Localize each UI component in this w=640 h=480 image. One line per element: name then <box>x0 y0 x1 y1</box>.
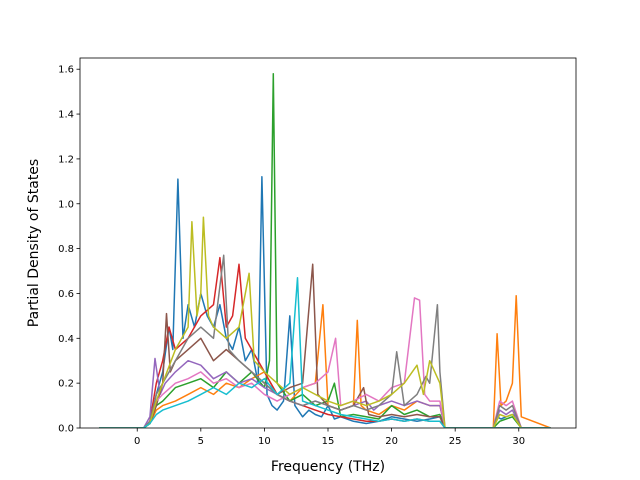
series-line-6 <box>99 263 551 428</box>
series-layer <box>99 72 551 428</box>
y-tick-label: 1.4 <box>58 110 74 121</box>
x-tick-label: 15 <box>322 436 335 447</box>
y-tick-label: 0.6 <box>58 289 74 300</box>
plot-area <box>80 58 576 428</box>
y-axis-ticks: 0.0 0.2 0.4 0.6 0.8 1.0 1.2 1.4 1.6 <box>58 65 80 435</box>
x-axis-label: Frequency (THz) <box>271 459 385 475</box>
x-tick-label: 5 <box>198 436 204 447</box>
series-line-9 <box>99 216 551 428</box>
y-axis-label: Partial Density of States <box>26 159 42 327</box>
y-tick-label: 1.6 <box>58 65 74 76</box>
y-tick-label: 0.0 <box>58 424 74 435</box>
x-tick-label: 30 <box>512 436 525 447</box>
y-tick-label: 1.2 <box>58 154 74 165</box>
x-tick-label: 25 <box>449 436 462 447</box>
y-tick-label: 0.8 <box>58 244 74 255</box>
y-tick-label: 0.4 <box>58 334 74 345</box>
x-axis-ticks: 0 5 10 15 20 25 30 <box>134 428 525 447</box>
y-tick-label: 0.2 <box>58 379 74 390</box>
y-tick-label: 1.0 <box>58 199 74 210</box>
series-line-7 <box>99 297 551 428</box>
x-tick-label: 10 <box>258 436 271 447</box>
x-tick-label: 0 <box>134 436 140 447</box>
x-tick-label: 20 <box>385 436 398 447</box>
series-line-10 <box>99 277 551 428</box>
